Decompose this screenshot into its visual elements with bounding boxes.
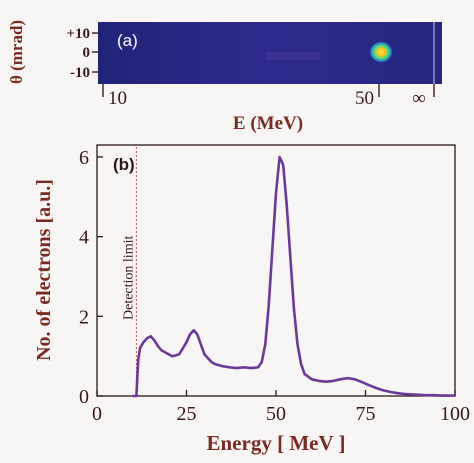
panel-a: (a) +10 0 -10 θ (mrad) 10 50 ∞ E (MeV) [7, 20, 442, 134]
spectrum-line [132, 155, 455, 398]
series-layer [132, 155, 455, 398]
a-ytick-label: -10 [70, 65, 90, 81]
a-ytick-label: 0 [83, 45, 91, 61]
a-xlabel: E (MeV) [233, 113, 303, 134]
a-ylabel: θ (mrad) [7, 20, 26, 84]
detection-limit-label: Detection limit [121, 236, 136, 320]
b-ytick-label: 4 [79, 227, 89, 249]
b-xtick-label: 75 [356, 403, 376, 425]
b-ylabel: No. of electrons [a.u.] [33, 179, 55, 361]
a-xtick-label: 10 [108, 88, 127, 109]
a-xtick-label: ∞ [412, 88, 426, 109]
b-xtick-label: 25 [177, 403, 197, 425]
panel-a-label: (a) [117, 31, 138, 50]
b-xtick-label: 50 [266, 403, 286, 425]
panel-b: 0 25 50 75 100 0 2 4 6 Detection limit (b) No. o… [33, 144, 470, 455]
b-xlabel: Energy [ MeV ] [207, 431, 346, 455]
faint-streak [265, 52, 320, 60]
b-ytick-label: 0 [79, 386, 89, 408]
electron-spot [369, 41, 393, 63]
b-ticks: 0 25 50 75 100 0 2 4 6 [79, 147, 470, 425]
b-ytick-label: 2 [79, 306, 89, 328]
b-xtick-label: 0 [92, 403, 102, 425]
a-ytick-label: +10 [66, 26, 90, 42]
panel-b-label: (b) [113, 155, 135, 174]
b-ytick-label: 6 [79, 147, 89, 169]
a-xtick-label: 50 [355, 88, 374, 109]
b-xtick-label: 100 [440, 403, 470, 425]
